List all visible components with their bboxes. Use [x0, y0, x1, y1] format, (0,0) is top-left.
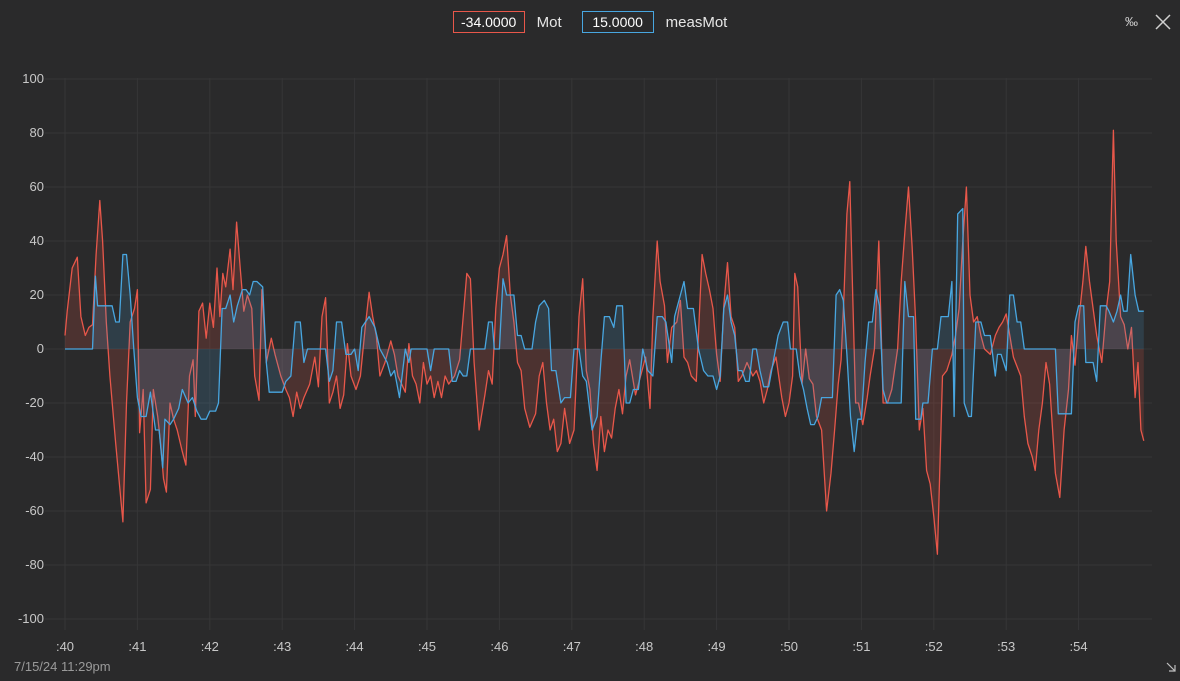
y-tick-label: -80 — [25, 557, 44, 572]
permille-toggle-button[interactable]: ‰ — [1125, 14, 1138, 29]
y-tick-label: -100 — [18, 611, 44, 626]
x-tick-label: :43 — [273, 639, 291, 654]
legend-name-measmot: measMot — [665, 13, 728, 31]
x-tick-label: :54 — [1070, 639, 1088, 654]
y-tick-label: 100 — [22, 71, 44, 86]
y-tick-label: 40 — [30, 233, 44, 248]
legend-value-measmot: 15.0000 — [581, 11, 654, 33]
x-tick-label: :40 — [56, 639, 74, 654]
x-tick-label: :52 — [925, 639, 943, 654]
y-tick-label: 0 — [37, 341, 44, 356]
legend-item-mot[interactable]: -34.0000 Mot — [452, 11, 562, 33]
chart-legend: -34.0000 Mot 15.0000 measMot — [0, 11, 1180, 33]
x-tick-label: :46 — [490, 639, 508, 654]
legend-value-mot: -34.0000 — [452, 11, 525, 33]
resize-icon[interactable] — [1165, 660, 1177, 672]
x-tick-label: :47 — [563, 639, 581, 654]
timestamp-label: 7/15/24 11:29pm — [14, 659, 111, 674]
x-tick-label: :45 — [418, 639, 436, 654]
x-tick-label: :49 — [708, 639, 726, 654]
x-tick-label: :48 — [635, 639, 653, 654]
y-tick-label: 60 — [30, 179, 44, 194]
y-tick-label: 20 — [30, 287, 44, 302]
close-icon[interactable] — [1153, 12, 1173, 32]
series-area-measmot — [65, 208, 1144, 468]
x-tick-label: :53 — [997, 639, 1015, 654]
x-tick-label: :51 — [852, 639, 870, 654]
x-tick-label: :50 — [780, 639, 798, 654]
x-tick-label: :42 — [201, 639, 219, 654]
y-tick-label: -20 — [25, 395, 44, 410]
legend-item-measmot[interactable]: 15.0000 measMot — [581, 11, 728, 33]
x-tick-label: :44 — [346, 639, 364, 654]
y-tick-label: -40 — [25, 449, 44, 464]
y-tick-label: -60 — [25, 503, 44, 518]
legend-name-mot: Mot — [536, 13, 562, 31]
series-line-mot — [64, 129, 1145, 555]
y-tick-label: 80 — [30, 125, 44, 140]
series-line-measmot — [65, 207, 1144, 469]
x-tick-label: :41 — [128, 639, 146, 654]
